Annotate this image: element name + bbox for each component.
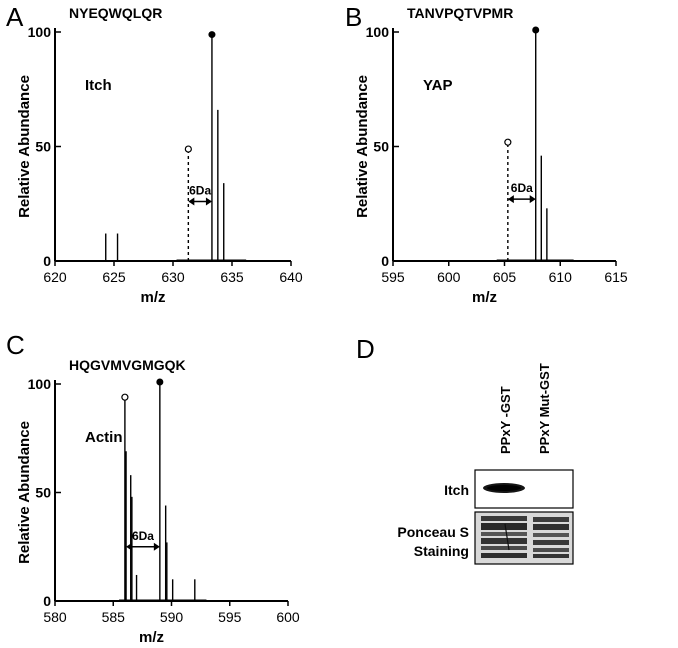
mass-shift-label: 6Da [189, 183, 211, 197]
y-axis-label: Relative Abundance [16, 421, 33, 564]
x-tick-label: 605 [493, 269, 517, 285]
x-tick-label: 590 [160, 609, 184, 625]
y-tick-label: 50 [373, 139, 389, 155]
mass-shift-label: 6Da [132, 529, 154, 543]
row-label-ponceau-line1: Ponceau S [397, 524, 469, 540]
peptide-title: NYEQWQLQR [69, 5, 162, 21]
y-tick-label: 100 [366, 24, 390, 40]
panel-letter-d: D [356, 334, 375, 364]
x-axis-label: m/z [472, 289, 497, 306]
protein-label: Itch [85, 77, 112, 94]
arrow-head-right [205, 197, 212, 206]
peak-marker-filled [156, 378, 164, 386]
arrow-head-left [188, 197, 195, 206]
arrow-head-right [153, 542, 160, 551]
peptide-title: TANVPQTVPMR [407, 5, 513, 21]
peptide-title: HQGVMVGMGQK [69, 357, 186, 373]
itch-band-core [487, 485, 521, 491]
spectrum-chart-b: 0 50 100 595 600 605 610 615 m/z Relative Abundan… [354, 5, 628, 306]
y-tick-label: 0 [43, 253, 51, 269]
y-tick-label: 50 [35, 139, 51, 155]
protein-label: Actin [85, 429, 123, 446]
protein-label: YAP [423, 77, 452, 94]
x-tick-label: 595 [218, 609, 242, 625]
ponceau-bands-mut [533, 517, 569, 558]
arrow-head-right [529, 195, 536, 204]
x-axis-label: m/z [139, 629, 164, 646]
lane-label-mut: PPxY Mut-GST [537, 363, 552, 454]
x-tick-label: 595 [381, 269, 405, 285]
y-tick-label: 100 [28, 376, 52, 392]
x-tick-label: 635 [220, 269, 244, 285]
row-label-ponceau-line2: Staining [414, 543, 469, 559]
y-axis-label: Relative Abundance [16, 75, 33, 218]
peak-marker-open [184, 145, 192, 153]
x-tick-label: 610 [549, 269, 573, 285]
peak-marker-filled [532, 26, 540, 34]
x-tick-label: 615 [604, 269, 628, 285]
x-tick-label: 585 [102, 609, 126, 625]
arrow-head-left [126, 542, 133, 551]
x-tick-label: 640 [279, 269, 303, 285]
x-axis-label: m/z [140, 289, 165, 306]
y-tick-label: 0 [381, 253, 389, 269]
ponceau-bands-wt [481, 516, 527, 558]
peak-marker-filled [208, 31, 216, 39]
peak-marker-open [504, 138, 512, 146]
y-tick-label: 50 [35, 485, 51, 501]
row-label-itch: Itch [444, 482, 469, 498]
x-tick-label: 620 [43, 269, 67, 285]
x-tick-label: 600 [437, 269, 461, 285]
x-tick-label: 625 [102, 269, 126, 285]
panel-letter-c: C [6, 330, 25, 360]
spectrum-chart-a: 0 50 100 620 625 630 635 640 m/z Relative Abundan… [16, 5, 303, 306]
x-tick-label: 600 [276, 609, 300, 625]
x-tick-label: 630 [161, 269, 185, 285]
panel-letter-a: A [6, 2, 24, 32]
mass-shift-label: 6Da [511, 181, 533, 195]
panel-letter-b: B [345, 2, 363, 32]
y-axis-label: Relative Abundance [354, 75, 371, 218]
arrow-head-left [507, 195, 514, 204]
peak-marker-open [121, 393, 129, 401]
x-tick-label: 580 [43, 609, 67, 625]
spectrum-chart-c: 0 50 100 580 585 590 595 600 m/z Relative Abundan… [16, 357, 300, 646]
y-tick-label: 0 [43, 593, 51, 609]
y-tick-label: 100 [28, 24, 52, 40]
lane-label-wt: PPxY -GST [498, 386, 513, 454]
